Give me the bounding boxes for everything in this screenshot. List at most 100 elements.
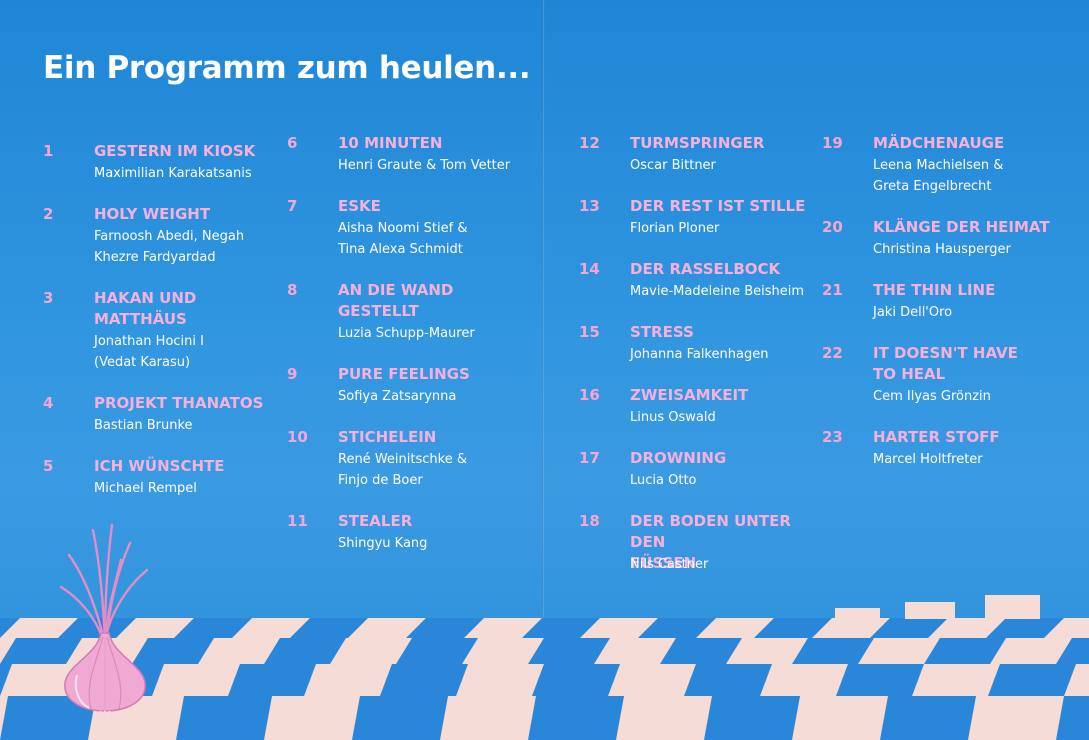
floor-tile [760,664,848,696]
film-title: THE THIN LINE [873,281,996,299]
floor-tile [198,638,280,664]
floor-tile [1064,664,1089,696]
film-credit: Leena Machielsen & Greta Engelbrecht [873,158,1004,194]
floor-tile [616,696,712,740]
floor-tile [968,696,1064,740]
floor-tile [905,602,955,619]
floor-tile [990,638,1072,664]
floor-tile [928,618,1006,638]
film-credit: Jaki Dell'Oro [873,305,953,320]
floor-tile [116,618,194,638]
entry-number: 13 [579,197,600,215]
entry-number: 18 [579,512,600,530]
floor-tile [580,618,658,638]
floor-tile [462,638,544,664]
film-title: DER BODEN UNTER DEN FÜSSEN [630,512,791,572]
entry-number: 2 [43,205,54,223]
film-credit: Farnoosh Abedi, Negah Khezre Fardyardad [94,229,245,265]
entry-number: 7 [287,197,298,215]
film-title: STRESS [630,323,694,341]
floor-tile [0,696,8,740]
entry-number: 5 [43,457,54,475]
floor-tile [1044,618,1089,638]
entry-number: 20 [822,218,843,236]
onion-icon [59,523,149,720]
film-title: KLÄNGE DER HEIMAT [873,218,1050,236]
film-credit: Michael Rempel [94,481,197,496]
entry-number: 17 [579,449,600,467]
film-title: IT DOESN'T HAVE TO HEAL [873,344,1018,383]
floor-tile [696,618,774,638]
entry-number: 3 [43,289,54,307]
floor-tile [812,618,890,638]
film-title: ICH WÜNSCHTE [94,457,225,475]
film-credit: Johanna Falkenhagen [630,347,769,362]
entry-number: 6 [287,134,298,152]
floor-tile [835,608,880,619]
page-title: Ein Programm zum heulen... [43,50,531,86]
floor-tile [304,664,392,696]
film-title: PURE FEELINGS [338,365,470,383]
film-credit: Luzia Schupp-Maurer [338,326,475,341]
film-credit: Cem Ilyas Grönzin [873,389,991,404]
film-title: TURMSPRINGER [630,134,765,152]
entry-number: 12 [579,134,600,152]
film-title: AN DIE WAND GESTELLT [338,281,454,320]
floor-tile [985,595,1040,619]
floor-tile [0,618,78,638]
floor-tile [608,664,696,696]
film-credit: Sofiya Zatsarynna [338,389,457,404]
film-title: HARTER STOFF [873,428,1000,446]
film-title: HOLY WEIGHT [94,205,211,223]
floor-tile [792,696,888,740]
film-credit: Florian Ploner [630,221,720,236]
entry-number: 4 [43,394,54,412]
film-title: DER RASSELBOCK [630,260,781,278]
floor-tile [0,638,16,664]
film-credit: Mavie-Madeleine Beisheim [630,284,805,299]
film-credit: Nils Castner [630,557,709,572]
entry-number: 10 [287,428,308,446]
film-credit: Maximilian Karakatsanis [94,166,252,181]
film-credit: Oscar Bittner [630,158,716,173]
floor-tile [232,618,310,638]
film-credit: Lucia Otto [630,473,697,488]
floor-tile [912,664,1000,696]
checkered-floor [0,595,1089,740]
film-credit: Marcel Holtfreter [873,452,983,467]
film-title: GESTERN IM KIOSK [94,142,256,160]
film-title: 10 MINUTEN [338,134,443,152]
film-credit: Bastian Brunke [94,418,193,433]
film-title: ESKE [338,197,381,215]
entry-number: 1 [43,142,54,160]
film-title: PROJEKT THANATOS [94,394,264,412]
entry-number: 8 [287,281,298,299]
page-gutter [542,0,545,740]
film-title: STEALER [338,512,413,530]
entry-number: 11 [287,512,308,530]
floor-tile [264,696,360,740]
film-title: ZWEISAMKEIT [630,386,749,404]
film-title: STICHELEIN [338,428,437,446]
floor-tile [858,638,940,664]
floor-tile [152,664,240,696]
floor-tile [456,664,544,696]
film-credit: Linus Oswald [630,410,716,425]
film-title: HAKAN UND MATTHÄUS [94,289,197,328]
entry-number: 16 [579,386,600,404]
film-credit: Shingyu Kang [338,536,428,551]
floor-tile [330,638,412,664]
film-title: DER REST IST STILLE [630,197,806,215]
floor-tile [726,638,808,664]
film-credit: René Weinitschke & Finjo de Boer [338,452,467,488]
entry-number: 15 [579,323,600,341]
film-title: MÄDCHENAUGE [873,134,1005,152]
entry-number: 22 [822,344,843,362]
entry-number: 23 [822,428,843,446]
film-credit: Aisha Noomi Stief & Tina Alexa Schmidt [338,221,468,257]
film-title: DROWNING [630,449,727,467]
floor-tile [594,638,676,664]
entry-number: 21 [822,281,843,299]
film-credit: Christina Hausperger [873,242,1011,257]
